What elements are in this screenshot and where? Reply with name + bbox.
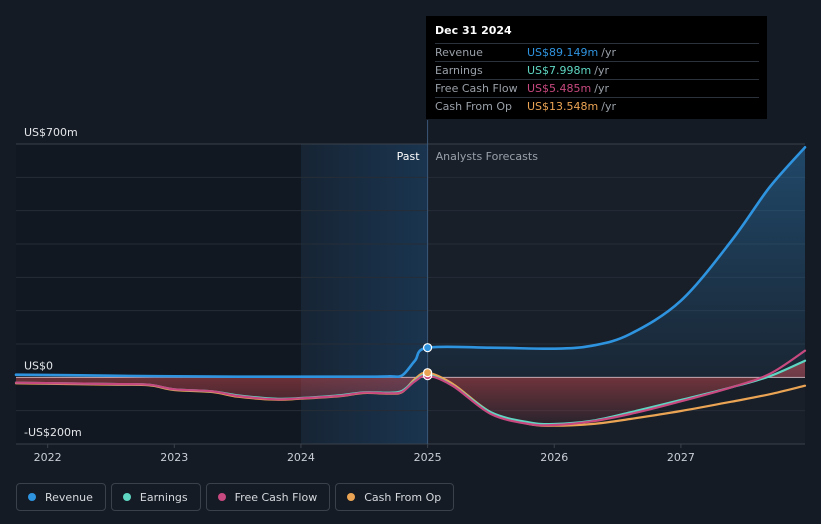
chart-area: US$700m US$0 -US$200m 2022 2023 2024 2025 2026 2… (14, 120, 807, 464)
free-cash-flow-line (14, 349, 807, 427)
tooltip-label: Free Cash Flow (435, 82, 518, 95)
x-tick-label: 2023 (160, 451, 188, 464)
x-tick-label: 2024 (287, 451, 315, 464)
tooltip-value: US$89.149m (527, 46, 599, 59)
free-cash-flow-dot-icon (217, 493, 226, 501)
tooltip-value: US$5.485m (527, 82, 592, 95)
past-highlight-band (300, 144, 428, 444)
x-tick-label: 2022 (34, 451, 62, 464)
tooltip-label: Cash From Op (435, 100, 513, 113)
y-tick-label: US$700m (24, 126, 78, 139)
y-tick-label: -US$200m (24, 426, 82, 439)
tooltip: Dec 31 2024 Revenue US$89.149m /yr Earni… (426, 16, 767, 119)
tooltip-row-cash-from-op: Cash From Op US$13.548m /yr (435, 97, 759, 115)
tooltip-row-earnings: Earnings US$7.998m /yr (435, 61, 759, 79)
tooltip-row-revenue: Revenue US$89.149m /yr (435, 43, 759, 61)
revenue-area-fill (427, 147, 805, 378)
x-tick-label: 2026 (540, 451, 568, 464)
earnings-dot-icon (122, 493, 131, 501)
tooltip-value: US$13.548m (527, 100, 599, 113)
tooltip-date: Dec 31 2024 (435, 24, 512, 37)
tooltip-label: Earnings (435, 64, 483, 77)
legend-item-cash-from-op[interactable]: Cash From Op (335, 483, 455, 511)
legend-item-free-cash-flow[interactable]: Free Cash Flow (205, 483, 331, 511)
x-tick-label: 2025 (414, 451, 442, 464)
legend-label: Earnings (139, 490, 188, 504)
y-tick-label: US$0 (24, 359, 53, 372)
tooltip-label: Revenue (435, 46, 483, 59)
negative-area-fill (16, 360, 805, 425)
legend-label: Free Cash Flow (234, 490, 318, 504)
revenue-line (14, 146, 807, 379)
cash-from-op-marker (422, 368, 433, 378)
tooltip-unit: /yr (601, 46, 616, 59)
tooltip-unit: /yr (594, 82, 609, 95)
revenue-marker (422, 343, 433, 353)
legend-label: Revenue (45, 490, 93, 504)
past-label: Past (397, 150, 421, 163)
legend-item-revenue[interactable]: Revenue (16, 483, 106, 511)
forecast-label: Analysts Forecasts (436, 150, 539, 163)
revenue-dot-icon (28, 493, 36, 501)
tooltip-unit: /yr (601, 100, 616, 113)
legend: Revenue Earnings Free Cash Flow Cash Fro… (16, 483, 455, 511)
tooltip-value: US$7.998m (527, 64, 592, 77)
tooltip-row-free-cash-flow: Free Cash Flow US$5.485m /yr (435, 79, 759, 97)
cash-from-op-dot-icon (347, 493, 356, 501)
tooltip-unit: /yr (594, 64, 609, 77)
legend-item-earnings[interactable]: Earnings (110, 483, 201, 511)
legend-label: Cash From Op (364, 490, 442, 504)
x-tick-label: 2027 (667, 451, 695, 464)
